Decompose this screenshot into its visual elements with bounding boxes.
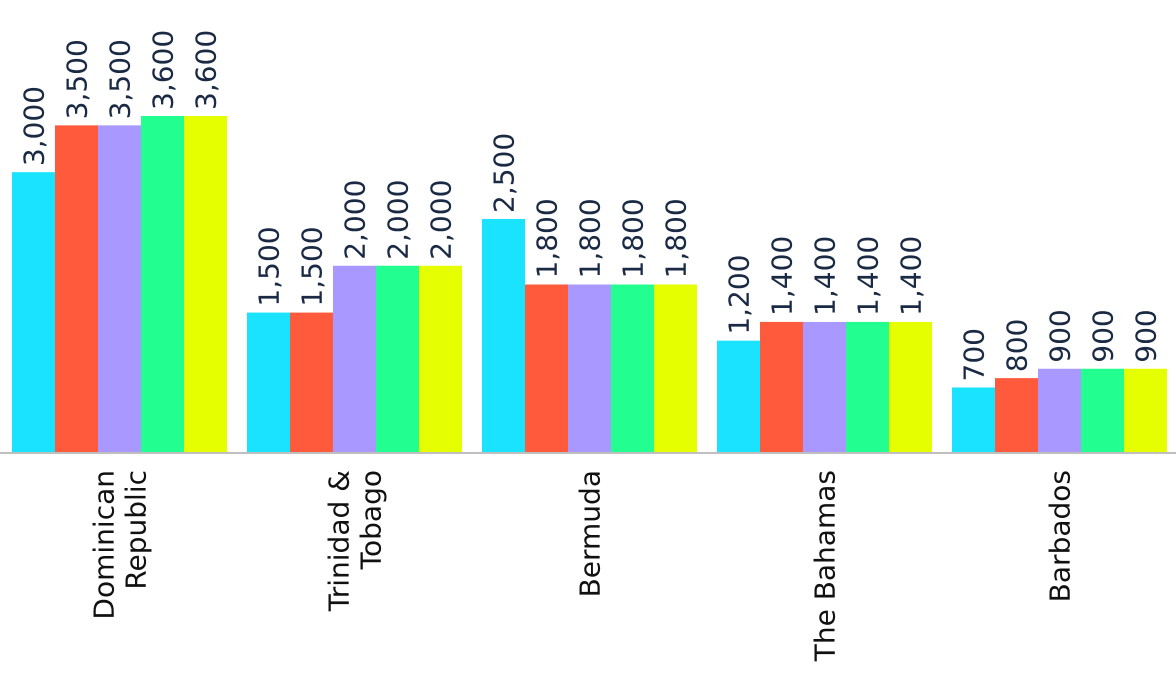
bars-group [12, 116, 1167, 453]
value-label-0-2: 3,500 [104, 39, 137, 119]
bar-4-1 [995, 378, 1038, 453]
bar-0-4 [184, 116, 227, 453]
value-label-1-3: 2,000 [382, 180, 415, 260]
value-label-0-3: 3,600 [147, 30, 180, 110]
bar-3-0 [717, 340, 760, 453]
value-label-4-1: 800 [1001, 319, 1034, 372]
category-label-1-1: Tobago [355, 470, 388, 570]
value-label-3-4: 1,400 [895, 236, 928, 316]
category-label-3-0: The Bahamas [809, 470, 842, 662]
value-label-1-4: 2,000 [425, 180, 458, 260]
bar-2-1 [525, 284, 568, 453]
bar-3-1 [760, 321, 803, 453]
bar-3-3 [846, 321, 889, 453]
value-labels-group: 3,000 3,500 3,500 3,600 3,600 1,500 1,500 2,000… [18, 30, 1163, 382]
value-label-3-1: 1,400 [766, 236, 799, 316]
category-label-1-0: Trinidad & [323, 470, 356, 612]
value-label-2-4: 1,800 [660, 198, 693, 278]
value-label-2-1: 1,800 [531, 198, 564, 278]
category-label-0-1: Republic [120, 470, 153, 590]
bar-2-4 [654, 284, 697, 453]
category-label-0-0: Dominican [88, 470, 121, 620]
bar-0-0 [12, 172, 55, 453]
bar-1-4 [419, 265, 462, 453]
bar-1-1 [290, 312, 333, 453]
category-label-4-0: Barbados [1044, 470, 1077, 602]
value-label-2-2: 1,800 [574, 198, 607, 278]
value-label-2-0: 2,500 [488, 133, 521, 213]
bar-0-1 [55, 125, 98, 453]
value-label-4-3: 900 [1087, 309, 1120, 362]
bar-4-4 [1124, 368, 1167, 453]
value-label-1-1: 1,500 [296, 226, 329, 306]
value-label-1-0: 1,500 [253, 226, 286, 306]
category-label-2-0: Bermuda [574, 470, 607, 597]
bar-4-2 [1038, 368, 1081, 453]
bar-0-3 [141, 116, 184, 453]
bar-1-2 [333, 265, 376, 453]
value-label-1-2: 2,000 [339, 180, 372, 260]
value-label-2-3: 1,800 [617, 198, 650, 278]
value-label-4-0: 700 [958, 328, 991, 381]
value-label-4-2: 900 [1044, 309, 1077, 362]
bar-2-2 [568, 284, 611, 453]
value-label-4-4: 900 [1130, 309, 1163, 362]
bar-3-4 [889, 321, 932, 453]
bar-1-0 [247, 312, 290, 453]
value-label-3-2: 1,400 [809, 236, 842, 316]
bar-4-0 [952, 387, 995, 453]
value-label-0-4: 3,600 [190, 30, 223, 110]
value-label-0-0: 3,000 [18, 86, 51, 166]
bar-1-3 [376, 265, 419, 453]
value-label-3-0: 1,200 [723, 254, 756, 334]
category-labels-group: Dominican Republic Trinidad & Tobago Bermuda… [88, 470, 1077, 662]
bar-3-2 [803, 321, 846, 453]
bar-2-0 [482, 218, 525, 453]
bar-4-3 [1081, 368, 1124, 453]
bar-2-3 [611, 284, 654, 453]
value-label-3-3: 1,400 [852, 236, 885, 316]
bar-0-2 [98, 125, 141, 453]
value-label-0-1: 3,500 [61, 39, 94, 119]
